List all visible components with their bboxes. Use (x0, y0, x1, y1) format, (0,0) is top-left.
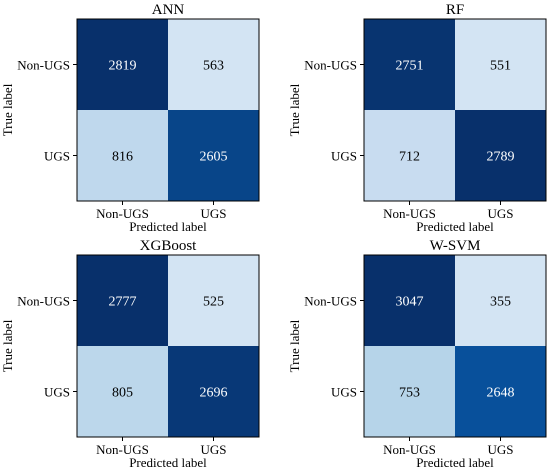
chart-title: W-SVM (430, 238, 481, 254)
cell-value-label: 816 (112, 150, 133, 165)
y-tick-label: UGS (44, 149, 70, 164)
y-axis-label: True label (0, 319, 15, 372)
y-tick-label: UGS (331, 149, 357, 164)
chart-title: RF (446, 2, 464, 18)
matrix-cell (168, 19, 259, 110)
confusion-matrix-2: 2777 525 805 2696 Non-UGS UGS Non-UGS UGS XGBoos… (0, 238, 260, 470)
matrix-cell (77, 255, 168, 346)
matrix-cell (455, 110, 546, 201)
x-axis-label: Predicted label (129, 219, 207, 234)
matrix-cell (364, 346, 455, 437)
matrix-cell (455, 255, 546, 346)
cell-value-label: 2819 (109, 59, 137, 74)
confusion-matrix-1: 2751 551 712 2789 Non-UGS UGS Non-UGS UGS RF Pred… (287, 2, 547, 234)
x-axis-label: Predicted label (129, 455, 207, 470)
x-axis-label: Predicted label (416, 455, 494, 470)
cell-value-label: 753 (399, 386, 420, 401)
cell-value-label: 563 (203, 59, 224, 74)
cell-value-label: 2605 (200, 150, 228, 165)
cell-value-label: 551 (490, 59, 511, 74)
matrix-cell (455, 19, 546, 110)
cell-value-label: 2696 (200, 386, 228, 401)
x-tick-label: Non-UGS (96, 206, 149, 221)
chart-title: XGBoost (140, 238, 198, 254)
x-tick-label: UGS (487, 206, 513, 221)
y-tick-label: Non-UGS (304, 294, 357, 309)
x-tick-label: UGS (487, 442, 513, 457)
matrix-cell (168, 110, 259, 201)
matrix-cell (168, 255, 259, 346)
confusion-matrix-0: 2819 563 816 2605 Non-UGS UGS Non-UGS UGS ANN Pre… (0, 2, 260, 234)
y-tick-label: Non-UGS (304, 58, 357, 73)
plot-frame (363, 254, 547, 438)
cell-value-label: 525 (203, 295, 224, 310)
x-tick-label: UGS (200, 206, 226, 221)
plot-frame (363, 18, 547, 202)
x-tick-label: UGS (200, 442, 226, 457)
plot-frame (76, 254, 260, 438)
cell-value-label: 2648 (487, 386, 515, 401)
x-axis-label: Predicted label (416, 219, 494, 234)
cell-value-label: 805 (112, 386, 133, 401)
cell-value-label: 3047 (396, 295, 424, 310)
y-axis-label: True label (0, 83, 15, 136)
cell-value-label: 2751 (396, 59, 424, 74)
y-axis-label: True label (287, 83, 302, 136)
plot-frame (76, 18, 260, 202)
matrix-cell (364, 255, 455, 346)
matrix-cell (77, 346, 168, 437)
y-tick-label: Non-UGS (17, 294, 70, 309)
matrix-cell (364, 19, 455, 110)
matrix-cell (364, 110, 455, 201)
cell-value-label: 2777 (109, 295, 137, 310)
x-tick-label: Non-UGS (383, 442, 436, 457)
y-tick-label: UGS (331, 385, 357, 400)
confusion-matrix-3: 3047 355 753 2648 Non-UGS UGS Non-UGS UGS W-SVM P… (287, 238, 547, 470)
y-tick-label: UGS (44, 385, 70, 400)
cell-value-label: 712 (399, 150, 420, 165)
matrix-cell (455, 346, 546, 437)
chart-title: ANN (152, 2, 185, 18)
y-axis-label: True label (287, 319, 302, 372)
matrix-cell (168, 346, 259, 437)
cell-value-label: 2789 (487, 150, 515, 165)
cell-value-label: 355 (490, 295, 511, 310)
x-tick-label: Non-UGS (383, 206, 436, 221)
matrix-cell (77, 110, 168, 201)
x-tick-label: Non-UGS (96, 442, 149, 457)
y-tick-label: Non-UGS (17, 58, 70, 73)
matrix-cell (77, 19, 168, 110)
